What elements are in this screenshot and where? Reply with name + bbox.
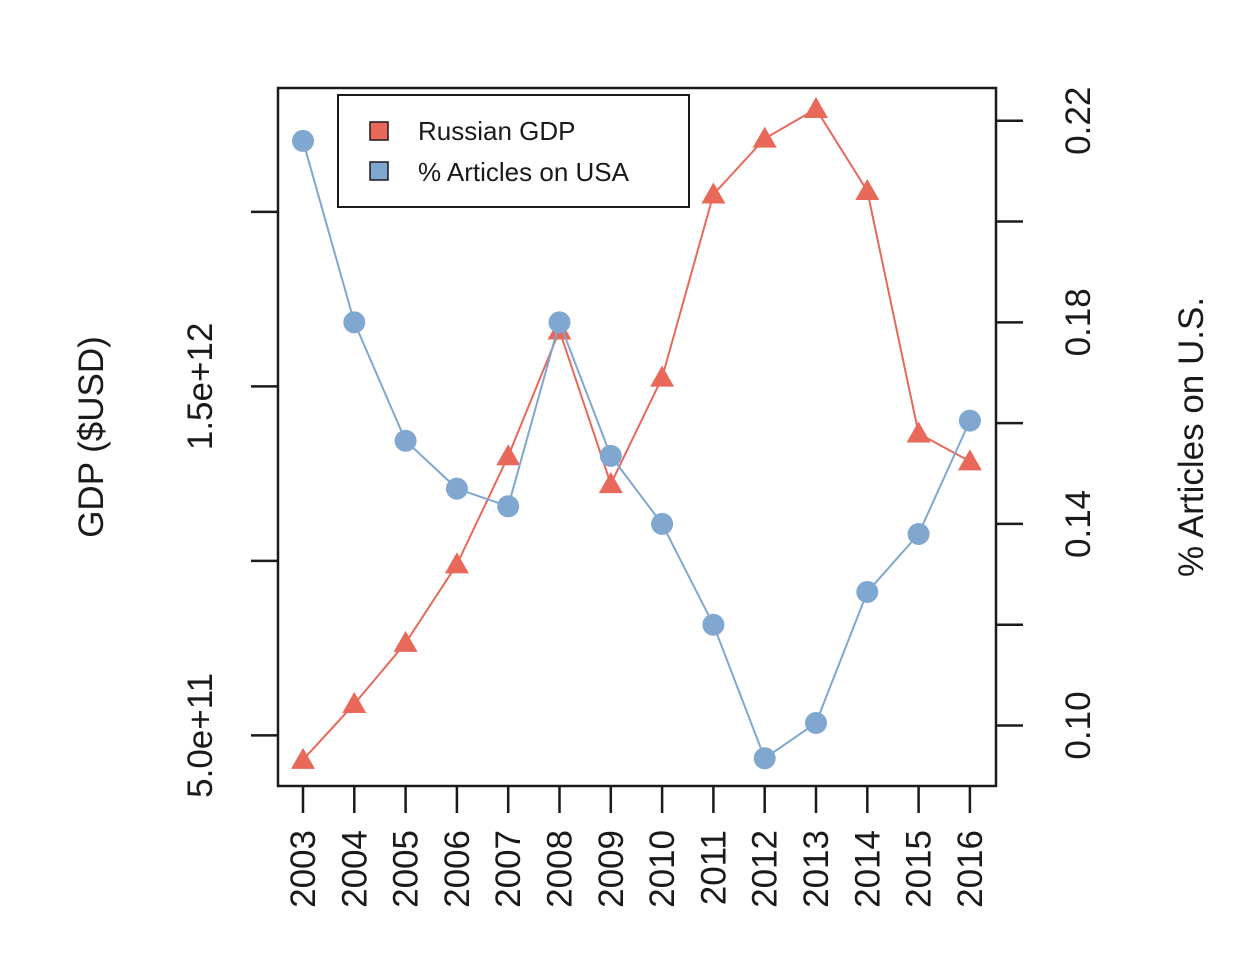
data-point-triangle	[752, 126, 777, 148]
data-point-triangle	[906, 421, 931, 443]
legend-swatch-russian-gdp	[369, 121, 389, 141]
left-y-axis: 5.0e+11 1.5e+12	[181, 210, 278, 798]
data-point-circle	[958, 409, 981, 432]
right-y-tick-label: 0.18	[1059, 288, 1098, 356]
legend: Russian GDP % Articles on USA	[337, 94, 690, 208]
series-line-articles-on-usa	[302, 140, 971, 760]
right-y-axis-label: % Articles on U.S.	[1172, 297, 1211, 577]
data-point-circle	[702, 613, 725, 636]
data-point-circle	[856, 580, 879, 603]
data-point-triangle	[342, 691, 367, 713]
data-point-circle	[394, 429, 417, 452]
legend-box	[337, 94, 690, 208]
right-y-tick-label: 0.10	[1059, 691, 1098, 759]
x-tick-label: 2006	[438, 830, 477, 908]
series-line-russian-gdp	[302, 107, 971, 761]
data-point-triangle	[650, 365, 675, 387]
x-tick-label: 2004	[335, 830, 374, 908]
x-tick-label: 2013	[797, 830, 836, 908]
x-tick-label: 2011	[694, 830, 733, 905]
x-tick-label: 2008	[541, 830, 580, 908]
right-y-axis: 0.10 0.14 0.18 0.22	[996, 87, 1098, 760]
left-y-axis-label: GDP ($USD)	[72, 336, 111, 538]
x-tick-label: 2009	[592, 830, 631, 908]
data-point-circle	[651, 512, 674, 535]
left-y-tick-label: 5.0e+11	[181, 673, 220, 798]
data-point-circle	[753, 747, 776, 770]
data-point-circle	[907, 523, 930, 546]
data-point-triangle	[804, 96, 828, 118]
data-point-circle	[805, 712, 827, 735]
x-axis: 2003 2004 2005 2006 2007 2008 2009 2010 2011 2012…	[284, 786, 990, 908]
x-tick-label: 2005	[387, 830, 426, 908]
data-point-triangle	[855, 178, 880, 200]
series-layer	[291, 96, 982, 770]
plot-frame	[276, 86, 998, 788]
data-point-circle	[292, 129, 314, 152]
x-tick-label: 2003	[284, 830, 323, 908]
data-point-circle	[497, 495, 520, 518]
data-point-triangle	[957, 449, 982, 471]
x-tick-label: 2010	[643, 830, 682, 908]
legend-label-articles-usa: % Articles on USA	[418, 157, 630, 187]
left-y-tick-label: 1.5e+12	[181, 323, 220, 451]
data-point-circle	[548, 311, 571, 334]
legend-swatch-articles-usa	[369, 161, 389, 181]
data-point-triangle	[496, 444, 521, 466]
legend-label-russian-gdp: Russian GDP	[418, 116, 576, 146]
x-tick-label: 2012	[746, 830, 785, 908]
x-tick-label: 2007	[489, 830, 528, 908]
data-point-triangle	[598, 472, 623, 494]
right-y-tick-label: 0.14	[1059, 490, 1098, 558]
data-point-circle	[599, 444, 622, 467]
data-point-triangle	[444, 552, 469, 574]
data-point-triangle	[701, 182, 726, 204]
data-point-circle	[445, 477, 468, 500]
x-tick-label: 2014	[848, 830, 887, 908]
x-tick-label: 2015	[900, 830, 939, 908]
data-point-circle	[343, 311, 366, 334]
data-point-triangle	[291, 747, 315, 769]
right-y-tick-label: 0.22	[1059, 87, 1098, 155]
x-tick-label: 2016	[951, 830, 990, 908]
data-point-triangle	[393, 630, 418, 652]
